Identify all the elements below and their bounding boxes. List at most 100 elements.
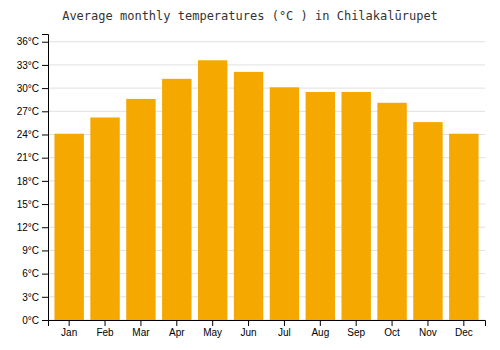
grid-line	[48, 88, 485, 89]
y-tick: 0°C	[22, 315, 48, 326]
x-tick-label: Feb	[96, 327, 114, 338]
x-axis: Jan Feb Mar Apr May Jun Jul Aug Sep Oct Nov Dec	[49, 320, 486, 338]
y-tick: 9°C	[22, 245, 48, 256]
x-tick-mark	[320, 320, 321, 326]
y-tick-label: 27°C	[17, 106, 39, 117]
bar	[377, 103, 406, 320]
y-tick-mark	[42, 134, 48, 135]
x-tick-label: Nov	[419, 327, 437, 338]
y-tick: 24°C	[17, 129, 48, 140]
y-tick-mark	[42, 250, 48, 251]
y-tick-mark	[42, 88, 48, 89]
y-tick-mark	[42, 297, 48, 298]
bar	[90, 117, 119, 320]
y-tick-label: 3°C	[22, 292, 39, 303]
x-tick-label: Aug	[311, 327, 329, 338]
bars	[54, 60, 478, 320]
x-tick-mark	[392, 320, 393, 326]
x-tick: Oct	[384, 320, 400, 338]
grid-line	[48, 64, 485, 65]
x-axis-line	[49, 321, 486, 327]
y-tick-label: 18°C	[17, 176, 39, 187]
x-tick: Jul	[278, 320, 291, 338]
bar	[126, 99, 155, 320]
y-tick: 36°C	[17, 36, 48, 47]
bar	[306, 92, 335, 320]
x-tick-mark	[463, 320, 464, 326]
y-tick: 6°C	[22, 268, 48, 279]
x-tick: Jan	[61, 320, 77, 338]
x-tick-label: Mar	[132, 327, 150, 338]
y-tick: 3°C	[22, 292, 48, 303]
y-tick-label: 33°C	[17, 60, 39, 71]
y-tick-mark	[42, 181, 48, 182]
chart: 0°C 3°C 6°C 9°C 12°C 15°C 18°C 21°C 24°C 27°C 30°C…	[0, 0, 500, 350]
x-tick-label: Dec	[455, 327, 473, 338]
y-tick: 30°C	[17, 83, 48, 94]
x-tick-label: Jul	[278, 327, 291, 338]
y-tick-label: 30°C	[17, 83, 39, 94]
y-tick-mark	[42, 204, 48, 205]
x-tick-mark	[427, 320, 428, 326]
y-tick-label: 9°C	[22, 245, 39, 256]
bar	[449, 134, 478, 320]
y-tick-mark	[42, 42, 48, 43]
x-tick: Jun	[240, 320, 256, 338]
y-tick-mark	[42, 274, 48, 275]
x-tick-label: Jan	[61, 327, 77, 338]
y-tick: 27°C	[17, 106, 48, 117]
x-tick-mark	[284, 320, 285, 326]
y-tick-label: 0°C	[22, 315, 39, 326]
bar	[341, 92, 370, 320]
x-tick: Feb	[96, 320, 114, 338]
x-tick: Nov	[419, 320, 437, 338]
bar	[413, 122, 442, 320]
bar	[198, 60, 227, 320]
y-tick: 33°C	[17, 60, 48, 71]
x-tick: Sep	[347, 320, 365, 338]
x-tick-mark	[212, 320, 213, 326]
x-tick-mark	[69, 320, 70, 326]
x-tick: Apr	[169, 320, 185, 338]
x-tick-mark	[140, 320, 141, 326]
y-tick: 12°C	[17, 222, 48, 233]
x-tick: Aug	[311, 320, 329, 338]
y-tick-label: 24°C	[17, 129, 39, 140]
grid-line	[48, 111, 485, 112]
x-tick-mark	[356, 320, 357, 326]
x-tick-mark	[176, 320, 177, 326]
grid	[48, 42, 485, 320]
y-tick-label: 15°C	[17, 199, 39, 210]
x-tick-label: Jun	[240, 327, 256, 338]
x-tick-label: Sep	[347, 327, 365, 338]
y-tick: 15°C	[17, 199, 48, 210]
y-tick-label: 36°C	[17, 36, 39, 47]
x-tick-mark	[248, 320, 249, 326]
bar	[270, 87, 299, 320]
y-tick: 18°C	[17, 176, 48, 187]
title: Average monthly temperatures (°C ) in Ch…	[62, 9, 438, 23]
x-tick-label: Oct	[384, 327, 400, 338]
y-tick-label: 12°C	[17, 222, 39, 233]
y-tick-mark	[42, 158, 48, 159]
x-tick: Dec	[455, 320, 473, 338]
y-tick-mark	[42, 320, 48, 321]
bar	[234, 72, 263, 320]
y-axis: 0°C 3°C 6°C 9°C 12°C 15°C 18°C 21°C 24°C 27°C 30°C…	[17, 35, 49, 326]
y-tick-mark	[42, 227, 48, 228]
x-tick: May	[203, 320, 222, 338]
y-tick-mark	[42, 65, 48, 66]
x-tick: Mar	[132, 320, 150, 338]
plot: 0°C 3°C 6°C 9°C 12°C 15°C 18°C 21°C 24°C 27°C 30°C…	[17, 35, 486, 339]
grid-line	[48, 41, 485, 42]
x-tick-label: Apr	[169, 327, 185, 338]
y-tick: 21°C	[17, 152, 48, 163]
x-tick-label: May	[203, 327, 222, 338]
y-tick-label: 21°C	[17, 152, 39, 163]
y-axis-line	[42, 35, 49, 321]
bar	[54, 134, 83, 320]
y-tick-mark	[42, 111, 48, 112]
y-tick-label: 6°C	[22, 268, 39, 279]
x-tick-mark	[105, 320, 106, 326]
bar	[162, 79, 191, 320]
